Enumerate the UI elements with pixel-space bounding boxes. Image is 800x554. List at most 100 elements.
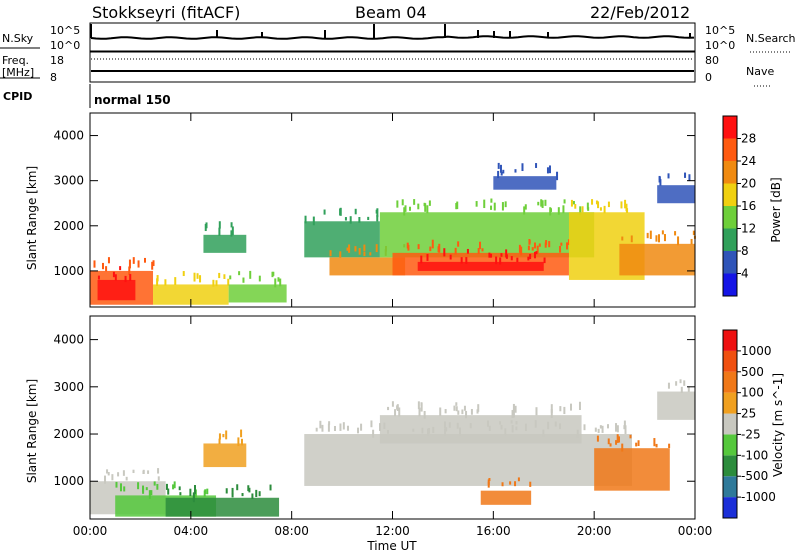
scatter-cell: [529, 482, 531, 487]
scatter-cell: [684, 173, 686, 178]
y-tick-label: 3000: [53, 380, 84, 394]
scatter-cell: [339, 423, 341, 430]
scatter-cell: [396, 200, 398, 207]
scatter-cell: [549, 165, 551, 173]
scatter-cell: [691, 239, 693, 244]
scatter-region: [380, 415, 582, 443]
scatter-cell: [520, 247, 522, 256]
scatter-cell: [537, 202, 539, 206]
scatter-cell: [514, 169, 516, 172]
scatter-cell: [518, 477, 520, 481]
scatter-cell: [498, 163, 500, 169]
scatter-cell: [456, 406, 458, 411]
scatter-cell: [113, 272, 115, 277]
scatter-cell: [392, 401, 394, 407]
scatter-cell: [623, 425, 625, 429]
scatter-cell: [598, 429, 600, 433]
scatter-cell: [242, 278, 244, 283]
scatter-cell: [615, 423, 617, 432]
scatter-cell: [445, 409, 447, 413]
scatter-cell: [219, 221, 221, 228]
scatter-cell: [595, 428, 597, 432]
scatter-cell: [562, 205, 564, 213]
colorbar-tick-label: 28: [741, 132, 756, 146]
colorbar-segment: [723, 330, 737, 351]
scatter-cell: [453, 406, 455, 411]
scatter-cell: [688, 387, 690, 392]
scatter-cell: [417, 204, 419, 210]
scatter-cell: [409, 207, 411, 211]
scatter-cell: [206, 489, 208, 495]
scatter-cell: [418, 244, 420, 249]
scatter-cell: [156, 278, 158, 286]
cpid-value: normal 150: [94, 93, 171, 107]
scatter-region: [229, 284, 287, 302]
scatter-cell: [476, 201, 478, 207]
scatter-cell: [151, 262, 153, 270]
scatter-cell: [559, 406, 561, 411]
scatter-cell: [635, 443, 637, 447]
scatter-cell: [457, 241, 459, 246]
scatter-cell: [328, 421, 330, 425]
scatter-cell: [350, 216, 352, 223]
colorbar-tick-label: -1000: [741, 490, 776, 504]
scatter-cell: [407, 245, 409, 251]
scatter-cell: [330, 250, 332, 256]
colorbar-segment: [723, 372, 737, 393]
scatter-cell: [93, 260, 95, 267]
scatter-cell: [142, 486, 144, 492]
scatter-cell: [582, 206, 584, 212]
scatter-cell: [523, 206, 525, 214]
scatter-cell: [488, 253, 490, 258]
velocity-ylabel: Slant Range [km]: [25, 379, 39, 483]
nsearch-tick-top: 10^5: [705, 24, 735, 37]
scatter-cell: [439, 407, 441, 415]
scatter-cell: [488, 482, 490, 485]
scatter-cell: [658, 234, 660, 242]
scatter-cell: [119, 266, 121, 270]
freq-panel: [90, 52, 695, 82]
scatter-cell: [108, 257, 110, 263]
scatter-cell: [255, 490, 257, 497]
scatter-cell: [194, 273, 196, 282]
date-title: 22/Feb/2012: [590, 3, 690, 22]
scatter-cell: [369, 252, 371, 255]
velocity-colorbar-label: Velocity [m s^-1]: [771, 373, 785, 477]
scatter-cell: [617, 425, 619, 432]
scatter-cell: [218, 228, 220, 236]
scatter-cell: [376, 208, 378, 217]
scatter-cell: [117, 472, 119, 476]
scatter-cell: [494, 203, 496, 211]
scatter-cell: [621, 444, 623, 452]
scatter-cell: [500, 253, 502, 257]
scatter-cell: [355, 209, 357, 215]
scatter-cell: [102, 263, 104, 269]
scatter-cell: [618, 436, 620, 442]
scatter-region: [619, 244, 695, 276]
scatter-cell: [179, 486, 181, 490]
scatter-cell: [571, 200, 573, 207]
scatter-cell: [604, 206, 606, 213]
scatter-cell: [129, 274, 131, 281]
scatter-cell: [570, 404, 572, 411]
scatter-cell: [479, 242, 481, 249]
x-tick-label: 12:00: [375, 524, 410, 538]
scatter-cell: [360, 424, 362, 431]
scatter-cell: [535, 407, 537, 415]
scatter-cell: [534, 243, 536, 249]
scatter-cell: [387, 407, 389, 410]
colorbar-segment: [723, 184, 737, 207]
scatter-cell: [174, 481, 176, 488]
scatter-cell: [461, 257, 463, 263]
colorbar-segment: [723, 161, 737, 184]
scatter-cell: [189, 489, 191, 496]
scatter-cell: [334, 426, 336, 431]
scatter-cell: [340, 208, 342, 216]
colorbar-tick-label: 20: [741, 177, 756, 191]
colorbar-segment: [723, 414, 737, 435]
nsky-tick-top: 10^5: [50, 24, 80, 37]
power-ylabel: Slant Range [km]: [25, 166, 39, 270]
scatter-cell: [347, 426, 349, 431]
scatter-cell: [607, 424, 609, 428]
scatter-cell: [321, 425, 323, 432]
